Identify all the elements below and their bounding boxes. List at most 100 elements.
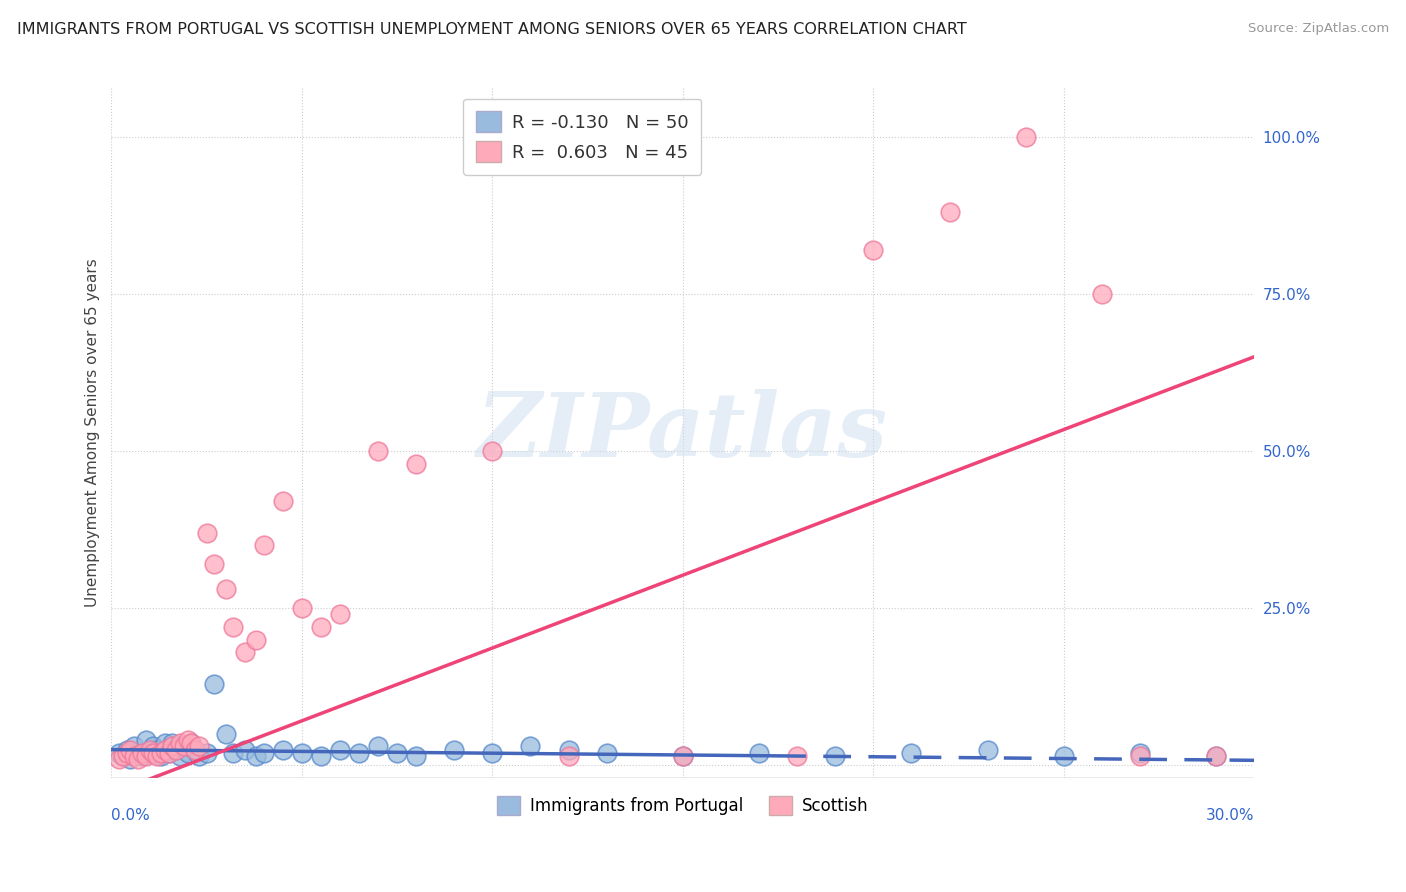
Point <box>120 742 142 756</box>
Point <box>291 746 314 760</box>
Point <box>1129 748 1152 763</box>
Point <box>157 746 180 760</box>
Legend: Immigrants from Portugal, Scottish: Immigrants from Portugal, Scottish <box>491 789 876 822</box>
Point <box>271 742 294 756</box>
Point <box>824 748 846 763</box>
Point <box>443 742 465 756</box>
Point <box>385 746 408 760</box>
Point <box>1205 748 1227 763</box>
Point <box>122 739 145 754</box>
Point <box>215 727 238 741</box>
Point <box>748 746 770 760</box>
Point <box>195 525 218 540</box>
Point <box>202 557 225 571</box>
Point <box>138 742 160 756</box>
Point <box>127 752 149 766</box>
Point <box>309 620 332 634</box>
Point <box>1091 286 1114 301</box>
Point <box>1053 748 1076 763</box>
Point <box>1129 746 1152 760</box>
Point <box>184 742 207 756</box>
Point <box>347 746 370 760</box>
Point <box>557 748 579 763</box>
Point <box>142 739 165 754</box>
Point <box>115 746 138 760</box>
Point <box>188 739 211 754</box>
Point <box>165 742 187 756</box>
Point <box>146 742 169 756</box>
Point <box>367 444 389 458</box>
Point <box>176 746 198 760</box>
Point <box>165 742 187 756</box>
Point <box>596 746 619 760</box>
Point <box>108 752 131 766</box>
Point <box>180 736 202 750</box>
Point <box>222 746 245 760</box>
Point <box>271 494 294 508</box>
Point <box>672 748 695 763</box>
Point <box>481 444 503 458</box>
Point <box>131 746 153 760</box>
Point <box>135 748 157 763</box>
Text: IMMIGRANTS FROM PORTUGAL VS SCOTTISH UNEMPLOYMENT AMONG SENIORS OVER 65 YEARS CO: IMMIGRANTS FROM PORTUGAL VS SCOTTISH UNE… <box>17 22 966 37</box>
Point <box>519 739 541 754</box>
Point <box>862 243 884 257</box>
Point <box>202 676 225 690</box>
Point <box>786 748 808 763</box>
Point <box>153 736 176 750</box>
Point <box>1205 748 1227 763</box>
Point <box>938 205 960 219</box>
Point <box>162 739 184 754</box>
Point <box>672 748 695 763</box>
Point <box>222 620 245 634</box>
Point <box>184 742 207 756</box>
Point <box>405 457 427 471</box>
Point <box>169 736 191 750</box>
Text: 30.0%: 30.0% <box>1206 808 1254 823</box>
Point <box>111 748 134 763</box>
Point <box>162 736 184 750</box>
Point <box>173 739 195 754</box>
Point <box>557 742 579 756</box>
Y-axis label: Unemployment Among Seniors over 65 years: Unemployment Among Seniors over 65 years <box>86 258 100 607</box>
Point <box>215 582 238 597</box>
Point <box>131 748 153 763</box>
Text: ZIPatlas: ZIPatlas <box>478 389 889 475</box>
Point <box>127 747 149 761</box>
Point <box>173 739 195 754</box>
Point <box>180 736 202 750</box>
Point <box>233 742 256 756</box>
Point <box>481 746 503 760</box>
Point <box>309 748 332 763</box>
Point <box>329 607 352 622</box>
Point <box>169 748 191 763</box>
Point <box>149 748 172 763</box>
Point <box>146 748 169 763</box>
Point <box>120 752 142 766</box>
Point <box>157 746 180 760</box>
Point <box>176 733 198 747</box>
Point <box>367 739 389 754</box>
Point <box>405 748 427 763</box>
Text: 0.0%: 0.0% <box>111 808 150 823</box>
Point <box>329 742 352 756</box>
Point <box>153 742 176 756</box>
Text: Source: ZipAtlas.com: Source: ZipAtlas.com <box>1249 22 1389 36</box>
Point <box>188 748 211 763</box>
Point <box>122 748 145 763</box>
Point <box>135 733 157 747</box>
Point <box>1015 129 1038 144</box>
Point <box>115 742 138 756</box>
Point <box>976 742 998 756</box>
Point <box>149 746 172 760</box>
Point <box>245 632 267 647</box>
Point <box>253 746 276 760</box>
Point <box>900 746 922 760</box>
Point <box>138 746 160 760</box>
Point <box>233 645 256 659</box>
Point <box>245 748 267 763</box>
Point <box>253 538 276 552</box>
Point <box>108 746 131 760</box>
Point <box>142 746 165 760</box>
Point <box>195 746 218 760</box>
